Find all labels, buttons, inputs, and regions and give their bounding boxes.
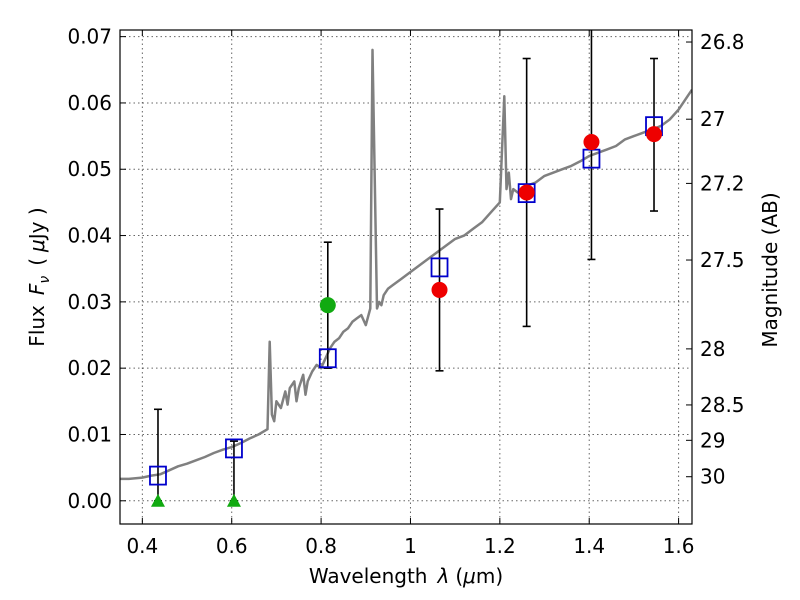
y-axis-title-open: ( <box>25 258 49 266</box>
x-axis-title-symbol: λ <box>436 564 449 588</box>
magnitude-tick-label: 29 <box>700 428 725 452</box>
y-tick-label: 0.04 <box>67 224 112 248</box>
detection-point <box>518 184 535 201</box>
y-tick-label: 0.03 <box>67 290 112 314</box>
detection-point <box>583 134 600 151</box>
magnitude-tick-label: 27 <box>700 107 725 131</box>
upper-limit-triangle <box>150 493 165 507</box>
x-axis-title-unit: m) <box>476 564 503 588</box>
magnitude-axis-title: Magnitude (AB) <box>758 192 782 347</box>
y-axis-title-mu: μ <box>25 239 49 253</box>
plot-background <box>120 30 692 524</box>
y-tick-label: 0.06 <box>67 91 112 115</box>
spectrum-line <box>120 48 692 481</box>
x-axis-title-word: Wavelength <box>309 564 428 588</box>
grid-lines <box>120 30 692 524</box>
model-photometry-square <box>430 257 449 278</box>
x-axis-title-mu: μ <box>462 564 476 588</box>
x-tick-label: 0.8 <box>305 534 337 558</box>
model-photometry-square <box>149 465 167 486</box>
plot-frame <box>119 29 693 525</box>
x-axis-title-open: ( <box>455 564 463 588</box>
y-tick-label: 0.01 <box>67 422 112 446</box>
detection-point <box>646 126 663 143</box>
upper-limit-triangle <box>226 493 241 507</box>
y-axis-title: Flux Fν ( μJy ) <box>25 207 53 346</box>
y-tick-label: 0.00 <box>67 489 112 513</box>
y-axis-title-subscript: ν <box>37 276 53 284</box>
y-tick-label: 0.07 <box>67 25 112 49</box>
magnitude-tick-label: 28.5 <box>700 393 745 417</box>
marginal-detection-point <box>319 297 336 314</box>
magnitude-tick-label: 27.2 <box>700 171 745 195</box>
axis-ticks: 0.4 0.6 0.8 1 1.2 1.4 1.6 0.00 0.01 0.02 0.03 0.04 0… <box>67 25 744 558</box>
model-photometry-square <box>318 348 337 369</box>
x-tick-label: 0.4 <box>126 534 158 558</box>
x-axis-title: Wavelength λ (μm) <box>309 564 503 588</box>
model-photometry-square <box>225 438 243 459</box>
model-photometry-square <box>517 183 536 204</box>
data-markers <box>149 116 663 507</box>
x-tick-label: 0.6 <box>216 534 248 558</box>
x-tick-label: 1.2 <box>484 534 516 558</box>
y-tick-label: 0.05 <box>67 157 112 181</box>
y-axis-title-unit: Jy ) <box>25 207 49 241</box>
magnitude-tick-label: 26.8 <box>700 30 745 54</box>
y-tick-label: 0.02 <box>67 356 112 380</box>
detection-point <box>431 281 448 298</box>
magnitude-tick-label: 28 <box>700 337 725 361</box>
y-axis-title-word: Flux <box>25 305 49 347</box>
x-tick-label: 1.4 <box>573 534 605 558</box>
y-axis-title-symbol: F <box>25 283 49 295</box>
magnitude-tick-label: 27.5 <box>700 248 745 272</box>
spectrum-layer <box>120 48 692 481</box>
x-tick-label: 1.6 <box>663 534 695 558</box>
magnitude-tick-label: 30 <box>700 465 725 489</box>
x-tick-label: 1 <box>404 534 417 558</box>
